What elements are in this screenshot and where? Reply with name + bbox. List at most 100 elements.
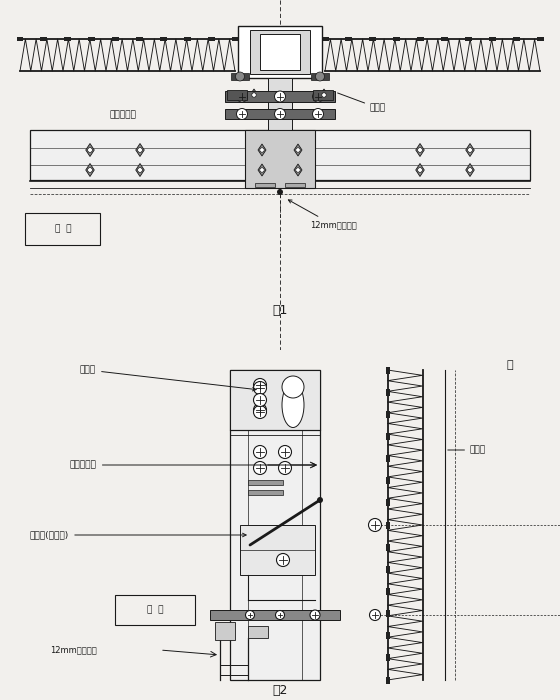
Circle shape [260,148,264,152]
Bar [40,36,48,41]
Circle shape [418,148,422,153]
Bar [268,78,292,130]
Circle shape [254,405,267,419]
Bar [386,455,390,462]
Text: 隔气层(排水板): 隔气层(排水板) [30,531,246,540]
Bar [231,73,249,80]
Bar [465,36,472,41]
Bar [88,36,95,41]
Bar [386,499,390,506]
Circle shape [236,108,248,120]
Circle shape [254,382,267,395]
Bar [386,411,390,418]
Circle shape [236,91,248,102]
Text: 图1: 图1 [272,304,288,316]
Bar [386,367,390,374]
Bar [386,433,390,440]
Circle shape [278,445,292,458]
Polygon shape [294,164,302,176]
Circle shape [315,72,324,81]
Circle shape [277,189,283,195]
Bar [260,34,300,70]
Bar [369,36,376,41]
Circle shape [254,379,267,391]
Circle shape [254,403,267,416]
Bar [311,73,329,80]
Circle shape [278,461,292,475]
Bar [386,477,390,484]
Polygon shape [416,164,424,176]
Bar [386,676,390,683]
Circle shape [254,445,267,458]
Text: 室  外: 室 外 [55,225,71,234]
Bar [230,370,320,430]
Bar [215,622,235,640]
Bar [250,30,310,74]
Circle shape [254,393,267,407]
Text: 防雨屏: 防雨屏 [338,93,386,113]
Circle shape [252,93,256,97]
Bar [255,183,275,187]
Polygon shape [466,144,474,157]
Polygon shape [466,164,474,176]
Circle shape [274,108,286,120]
Polygon shape [294,144,302,156]
Circle shape [296,148,300,152]
Bar [346,36,352,41]
Bar [230,370,320,680]
Circle shape [468,167,473,172]
Circle shape [277,554,290,566]
Bar [386,544,390,551]
Circle shape [236,72,245,81]
Polygon shape [258,144,266,156]
Bar [248,490,283,495]
Polygon shape [258,164,266,176]
Bar [208,36,214,41]
Text: 防雨屏: 防雨屏 [448,445,486,454]
Circle shape [138,148,142,153]
Text: 、: 、 [507,360,514,370]
Bar [417,36,424,41]
Text: 图2: 图2 [272,683,288,696]
Text: 12mm宽度开缝: 12mm宽度开缝 [288,200,357,230]
Bar [248,626,268,638]
Bar [245,130,315,188]
Bar [240,525,315,575]
Bar [238,26,322,78]
Bar [225,91,335,102]
Bar [386,632,390,639]
Bar [231,36,239,41]
Bar [285,183,305,187]
Circle shape [368,519,381,531]
Bar [489,36,496,41]
Circle shape [254,461,267,475]
Circle shape [274,91,286,102]
Text: 12mm宽度开缝: 12mm宽度开缝 [50,645,97,654]
Polygon shape [86,144,94,157]
Text: 等压空气腔: 等压空气腔 [110,111,137,120]
Bar [115,595,195,625]
Circle shape [138,167,142,172]
Bar [184,36,191,41]
Bar [227,90,247,100]
Bar [30,130,530,180]
Ellipse shape [282,382,304,428]
Bar [136,36,143,41]
Bar [393,36,400,41]
Bar [386,588,390,595]
Bar [386,389,390,396]
Circle shape [312,108,324,120]
Bar [25,213,100,245]
Circle shape [276,610,284,620]
Circle shape [87,148,92,153]
Circle shape [312,91,324,102]
Circle shape [282,376,304,398]
Polygon shape [320,89,328,101]
Circle shape [87,167,92,172]
Polygon shape [136,144,144,157]
Polygon shape [86,164,94,176]
Polygon shape [416,144,424,157]
Circle shape [317,497,323,503]
Circle shape [418,167,422,172]
Circle shape [322,93,326,97]
